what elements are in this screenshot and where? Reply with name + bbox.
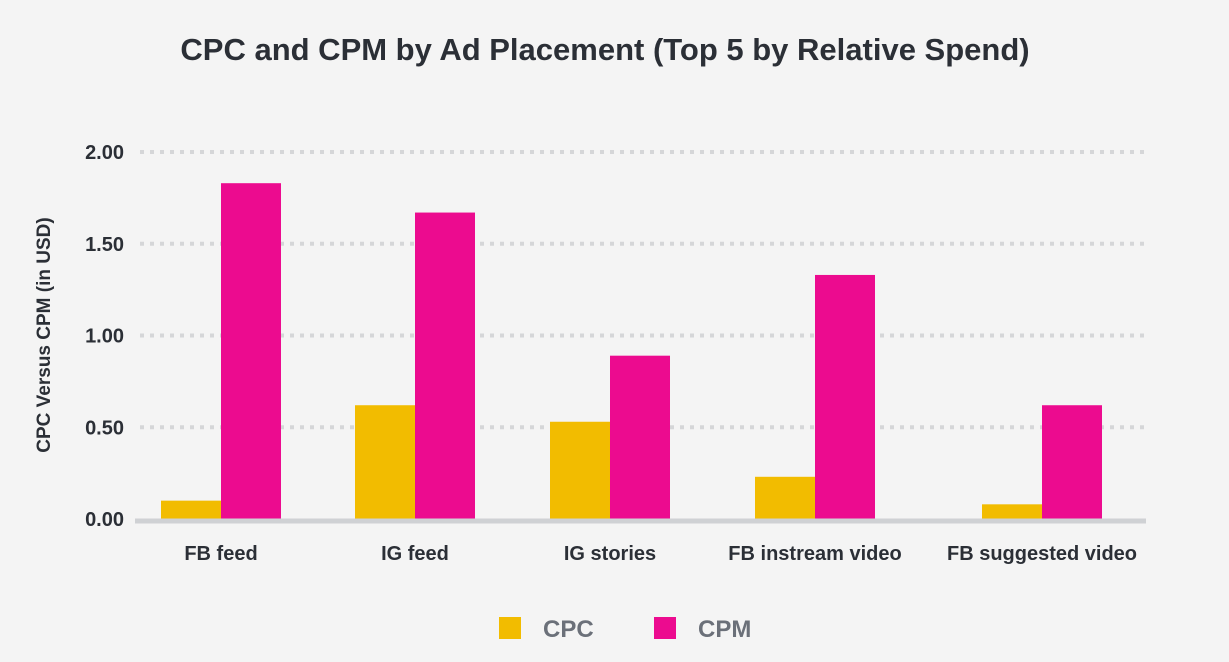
- y-tick-label: 1.00: [85, 326, 124, 348]
- bar-cpm: [221, 183, 281, 519]
- x-tick-label: FB suggested video: [947, 543, 1137, 565]
- x-tick-label: IG stories: [564, 543, 656, 565]
- bar-cpc: [755, 476, 815, 519]
- bar-cpm: [610, 355, 670, 519]
- bar-cpc: [550, 421, 610, 519]
- x-tick-label: FB instream video: [728, 543, 901, 565]
- bar-cpc: [355, 405, 415, 519]
- y-tick-label: 0.00: [85, 509, 124, 531]
- x-tick-label: FB feed: [184, 543, 257, 565]
- bar-cpm: [815, 274, 875, 519]
- chart-title: CPC and CPM by Ad Placement (Top 5 by Re…: [180, 32, 1029, 67]
- y-tick-label: 2.00: [85, 142, 124, 164]
- bar-cpm: [415, 212, 475, 519]
- x-tick-label: IG feed: [381, 543, 449, 565]
- bar-cpm: [1042, 405, 1102, 519]
- legend-label: CPM: [698, 616, 751, 643]
- y-axis-label: CPC Versus CPM (in USD): [34, 217, 55, 452]
- y-tick-label: 0.50: [85, 417, 124, 439]
- bar-cpc: [982, 504, 1042, 519]
- legend-swatch-cpm: [654, 617, 676, 639]
- legend-swatch-cpc: [499, 617, 521, 639]
- bar-cpc: [161, 500, 221, 519]
- legend-label: CPC: [543, 616, 594, 643]
- y-tick-label: 1.50: [85, 234, 124, 256]
